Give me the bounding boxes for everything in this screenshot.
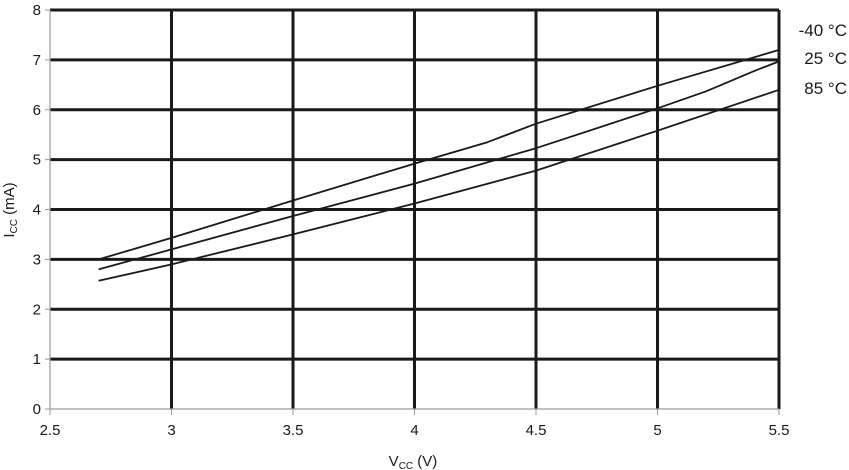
series-label: 85 °C — [804, 79, 847, 98]
y-tick-label: 3 — [33, 251, 41, 268]
y-tick-label: 0 — [33, 401, 41, 418]
series-lines — [98, 49, 780, 282]
y-axis-label-main: I — [1, 233, 18, 237]
y-axis-label-unit: (mA) — [1, 182, 18, 219]
x-axis-label-unit: (V) — [413, 453, 437, 470]
series-label: 25 °C — [804, 49, 847, 68]
x-tick-label: 5 — [653, 422, 661, 439]
x-tick-label: 3 — [167, 422, 175, 439]
x-axis-label-sub: CC — [399, 461, 413, 470]
y-tick-label: 2 — [33, 301, 41, 318]
series-label: -40 °C — [799, 21, 847, 40]
y-axis-label-sub: CC — [9, 219, 20, 233]
x-tick-label: 2.5 — [40, 422, 61, 439]
y-tick-label: 1 — [33, 351, 41, 368]
y-tick-label: 8 — [33, 2, 41, 19]
y-tick-label: 6 — [33, 102, 41, 119]
axes — [45, 9, 780, 415]
grid — [50, 8, 781, 409]
x-tick-label: 3.5 — [283, 422, 304, 439]
series-line — [98, 88, 780, 282]
y-tick-label: 7 — [33, 52, 41, 69]
y-axis-label: ICC (mA) — [1, 182, 20, 237]
x-tick-label: 4 — [410, 422, 418, 439]
series-line — [98, 49, 780, 261]
x-tick-label: 5.5 — [769, 422, 790, 439]
x-axis-label: VCC (V) — [389, 453, 438, 470]
y-tick-label: 5 — [33, 152, 41, 169]
series-labels: -40 °C 25 °C 85 °C — [799, 21, 847, 98]
x-axis-label-main: V — [389, 453, 399, 470]
tick-labels: 0 1 2 3 4 5 6 7 8 2.5 3 3.5 4 4.5 5 5.5 — [33, 2, 790, 439]
series-line — [98, 60, 780, 271]
x-tick-label: 4.5 — [526, 422, 547, 439]
y-tick-label: 4 — [33, 202, 41, 219]
